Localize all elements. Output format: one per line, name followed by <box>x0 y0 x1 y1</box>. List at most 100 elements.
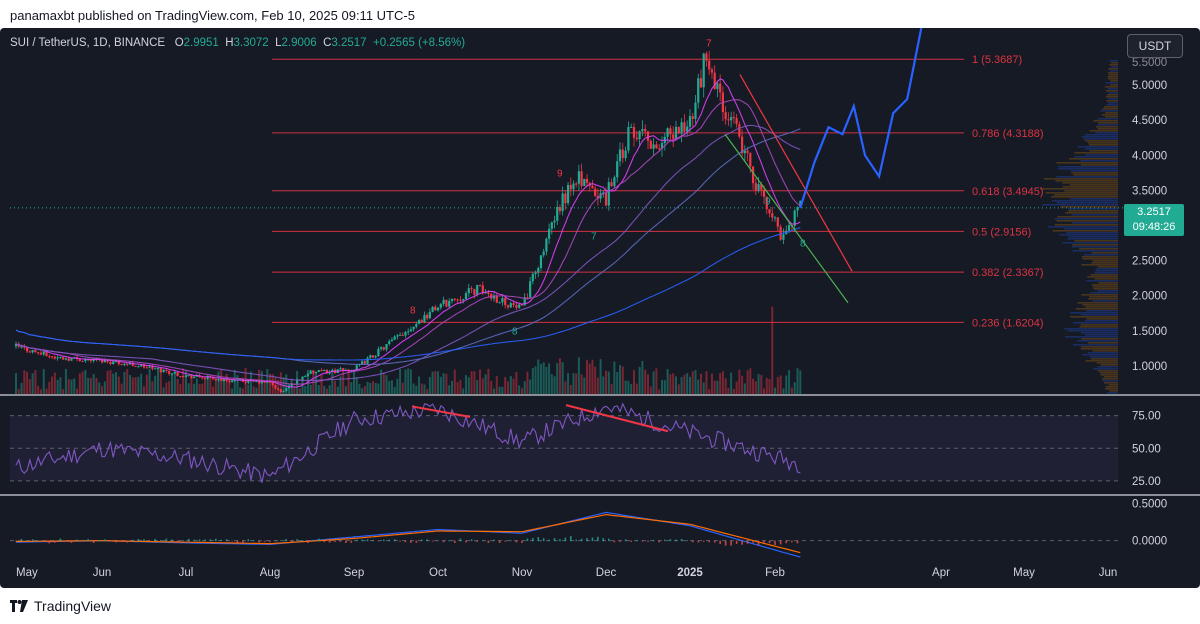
candle-body <box>165 369 168 371</box>
macd-histogram-bar <box>647 540 649 542</box>
volume-profile-bar <box>1105 82 1118 84</box>
candle-body <box>193 376 196 379</box>
candle-body <box>760 184 763 190</box>
volume-bar <box>126 369 129 394</box>
candle-body <box>526 297 529 299</box>
volume-profile-bar <box>1097 128 1118 130</box>
volume-bar <box>515 371 518 394</box>
volume-profile-bar <box>1073 174 1118 176</box>
chart-svg[interactable]: 1 (5.3687) 0.786 (4.3188) 0.618 (3.4945) 0.… <box>0 28 1200 588</box>
volume-profile-bar <box>1087 276 1118 278</box>
candle-body <box>37 352 40 354</box>
last-price: 3.2517 <box>1137 206 1171 218</box>
macd-line <box>15 511 801 558</box>
volume-profile-bar <box>1074 156 1118 158</box>
macd-histogram-bar <box>697 540 700 543</box>
macd-histogram-bar <box>247 539 250 542</box>
candle-body <box>638 131 641 140</box>
td-sequential-count: 9 <box>557 168 563 179</box>
volume-bar <box>87 377 90 394</box>
candle-body <box>361 361 364 365</box>
candle-body <box>572 183 575 190</box>
volume-bar <box>34 370 37 394</box>
macd-histogram-bar <box>521 540 523 543</box>
legend-symbol[interactable]: SUI / TetherUS, 1D, BINANCE <box>10 37 166 49</box>
volume-profile-bar <box>1109 390 1118 392</box>
candle-body <box>156 368 160 370</box>
volume-bar <box>588 363 591 394</box>
macd-histogram-bar <box>26 540 28 542</box>
volume-profile-bar <box>1056 176 1118 178</box>
candle-body <box>467 288 470 294</box>
macd-histogram-bar <box>652 539 655 542</box>
macd-histogram-bar <box>48 540 51 544</box>
volume-profile-bar <box>1102 108 1118 110</box>
macd-histogram-bar <box>420 539 423 542</box>
volume-bar <box>45 388 48 394</box>
candle-body <box>666 128 669 137</box>
volume-bar <box>727 387 730 394</box>
macd-histogram-bar <box>290 540 293 543</box>
candle-body <box>610 182 613 187</box>
candle-body <box>377 348 380 356</box>
volume-bar <box>523 381 526 394</box>
volume-profile-bar <box>1082 354 1118 356</box>
volume-bar <box>258 369 261 394</box>
candle-body <box>56 357 59 359</box>
candle-body <box>114 361 118 363</box>
candle-body <box>556 207 559 221</box>
macd-histogram-bar <box>59 538 62 542</box>
volume-bar <box>176 378 179 394</box>
volume-bar <box>369 383 372 394</box>
fib-level-label: 0.236 (1.6204) <box>972 317 1044 329</box>
candle-body <box>534 272 537 275</box>
candle-body <box>506 305 510 308</box>
volume-bar <box>151 381 154 394</box>
volume-bar <box>583 377 586 394</box>
volume-profile-bar <box>1108 78 1118 80</box>
candle-body <box>537 268 540 273</box>
volume-profile-bar <box>1056 202 1118 204</box>
volume-profile-bar <box>1062 186 1118 188</box>
volume-bar <box>347 368 350 394</box>
volume-profile-bar <box>1106 94 1118 96</box>
volume-profile-bar <box>1089 356 1118 358</box>
volume-bar <box>323 386 326 394</box>
volume-bar <box>137 376 140 394</box>
volume-bar <box>465 375 467 394</box>
macd-histogram-bar <box>165 538 168 542</box>
published-text: panamaxbt published on TradingView.com, … <box>10 8 415 23</box>
volume-bar <box>616 372 619 394</box>
macd-histogram-bar <box>274 540 277 542</box>
macd-histogram-bar <box>132 539 134 542</box>
candle-body <box>727 119 730 121</box>
volume-bar <box>459 379 462 394</box>
macd-histogram-bar <box>730 540 732 546</box>
volume-bar <box>106 370 109 394</box>
tradingview-logo[interactable]: TradingView <box>10 598 111 614</box>
candle-body <box>230 380 234 382</box>
symbol-legend: SUI / TetherUS, 1D, BINANCE O2.9951 H3.3… <box>10 37 465 49</box>
volume-profile-bar <box>1068 208 1118 210</box>
tradingview-logo-icon <box>10 600 28 612</box>
time-axis-tick: Jun <box>1099 567 1118 579</box>
volume-bar <box>117 376 120 394</box>
candle-body <box>142 364 146 368</box>
volume-bar <box>741 375 744 394</box>
volume-profile-bar <box>1080 348 1118 350</box>
candle-body <box>641 128 644 132</box>
candle-body <box>206 376 209 379</box>
volume-bar <box>605 370 607 394</box>
candle-body <box>417 320 421 324</box>
volume-bar <box>782 388 785 394</box>
candle-body <box>585 178 589 183</box>
volume-bar <box>239 387 242 394</box>
volume-profile-bar <box>1097 124 1118 126</box>
currency-button[interactable]: USDT <box>1127 34 1183 58</box>
volume-bar <box>652 371 655 394</box>
volume-profile-bar <box>1107 76 1118 78</box>
volume-profile-bar <box>1097 290 1118 292</box>
volume-bar <box>17 388 20 394</box>
candle-body <box>401 334 404 336</box>
candle-body <box>109 361 112 365</box>
